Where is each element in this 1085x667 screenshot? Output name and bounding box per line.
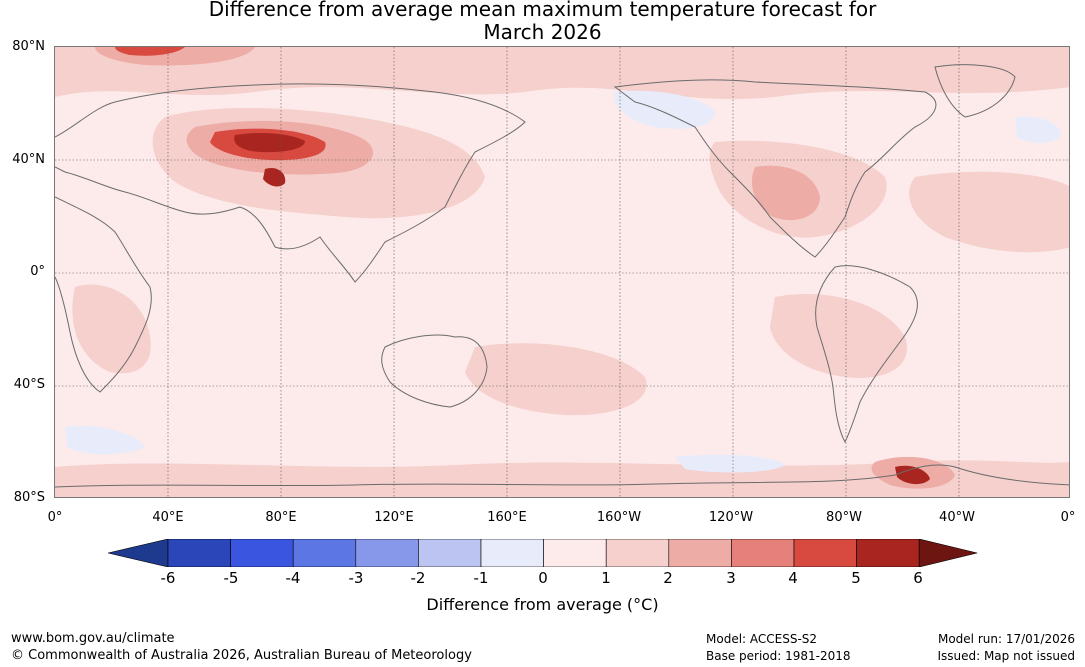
colorbar-tick: -5: [223, 569, 239, 587]
colorbar-tick: -4: [285, 569, 301, 587]
title-line-2: March 2026: [483, 20, 602, 44]
footer-base-period: Base period: 1981-2018: [706, 649, 851, 663]
contour-cool-indian-ocean: [65, 425, 145, 455]
lon-label-160e: 160°E: [487, 510, 527, 525]
lat-label-80s: 80°S: [13, 490, 45, 505]
contour-antarctic-band: [55, 460, 1069, 497]
coastline-antarctica: [55, 464, 1069, 488]
colorbar-swatch: [292, 539, 357, 567]
title-line-1: Difference from average mean maximum tem…: [208, 0, 877, 21]
lon-label-0-left: 0°: [47, 510, 63, 525]
footer-run-info: Model run: 17/01/2026 Issued: Map not is…: [937, 631, 1075, 665]
colorbar-tick: 5: [851, 569, 861, 587]
contour-arctic-core: [115, 47, 185, 56]
lon-label-120w: 120°W: [708, 510, 754, 525]
footer-website[interactable]: www.bom.gov.au/climate: [11, 631, 175, 646]
lat-label-0: 0°: [30, 264, 45, 279]
lat-label-40s: 40°S: [13, 377, 45, 392]
contour-south-pacific-warm: [465, 343, 647, 416]
colorbar-tick: 4: [788, 569, 798, 587]
map-canvas: [55, 47, 1069, 497]
coastline-south-america: [815, 265, 918, 444]
footer-left: www.bom.gov.au/climate © Commonwealth of…: [11, 630, 472, 664]
coastlines: [55, 64, 1069, 488]
colorbar-arrow-low: [108, 539, 169, 567]
colorbar-swatch: [230, 539, 294, 567]
lon-label-40e: 40°E: [152, 510, 184, 525]
footer-issued: Issued: Map not issued: [937, 649, 1075, 663]
lon-label-40w: 40°W: [939, 510, 975, 525]
contour-cool-atlantic: [1015, 116, 1061, 143]
footer-copyright: © Commonwealth of Australia 2026, Austra…: [11, 648, 472, 663]
footer-model: Model: ACCESS-S2: [706, 632, 818, 646]
colorbar-swatch: [605, 539, 670, 567]
colorbar-tick: 0: [538, 569, 548, 587]
lon-label-0-right: 0°: [1060, 510, 1076, 525]
graticule: [55, 47, 1069, 497]
colorbar-swatch: [543, 539, 607, 567]
lon-label-80e: 80°E: [265, 510, 297, 525]
contour-atlantic-warm: [909, 171, 1069, 253]
footer-model-info: Model: ACCESS-S2 Base period: 1981-2018: [706, 631, 851, 665]
colorbar-tick: -6: [160, 569, 176, 587]
colorbar-swatch: [668, 539, 732, 567]
colorbar-swatch: [731, 539, 795, 567]
colorbar-swatch: [480, 539, 544, 567]
colorbar-arrow-high: [918, 539, 978, 567]
contour-central-asia-core-dark: [234, 133, 305, 153]
colorbar: [108, 539, 978, 567]
colorbar-swatch: [167, 539, 231, 567]
footer-model-run: Model run: 17/01/2026: [937, 632, 1075, 646]
coastline-north-america: [613, 79, 937, 258]
lon-label-160w: 160°W: [596, 510, 642, 525]
contour-south-america-warm: [770, 293, 907, 378]
colorbar-tick: -2: [410, 569, 426, 587]
contour-mexico-hot: [751, 165, 820, 221]
contour-africa-warm: [72, 284, 151, 374]
colorbar-tick: -3: [348, 569, 364, 587]
colorbar-label-close: ): [652, 595, 659, 614]
colorbar-tick: 6: [913, 569, 923, 587]
contour-tibet-core: [263, 167, 286, 187]
lon-label-120e: 120°E: [374, 510, 414, 525]
colorbar-tick: 1: [601, 569, 611, 587]
colorbar-swatch: [355, 539, 419, 567]
colorbar-swatch: [793, 539, 857, 567]
colorbar-label-text: Difference from average (: [426, 595, 634, 614]
contour-antarctic-core: [895, 465, 930, 485]
contour-cool-southern-ocean: [675, 454, 785, 473]
coastline-africa: [55, 196, 152, 393]
colorbar-label: Difference from average (°C): [0, 595, 1085, 614]
coastline-greenland: [934, 64, 1016, 118]
colorbar-swatch: [856, 539, 920, 567]
colorbar-tick: -1: [473, 569, 489, 587]
colorbar-tick: 2: [663, 569, 673, 587]
contour-cool-canada: [614, 90, 715, 129]
map-title: Difference from average mean maximum tem…: [0, 0, 1085, 44]
colorbar-tick: 3: [726, 569, 736, 587]
coastline-eurasia: [55, 83, 526, 283]
colorbar-swatch: [418, 539, 482, 567]
colorbar-label-unit: °C: [633, 595, 653, 614]
coastline-australia: [381, 334, 488, 408]
lat-label-40n: 40°N: [12, 152, 45, 167]
lat-label-80n: 80°N: [12, 39, 45, 54]
anomaly-contours: [55, 47, 1069, 497]
lon-label-80w: 80°W: [826, 510, 862, 525]
temperature-anomaly-map[interactable]: [54, 46, 1070, 498]
contour-arctic-band: [55, 47, 1069, 100]
